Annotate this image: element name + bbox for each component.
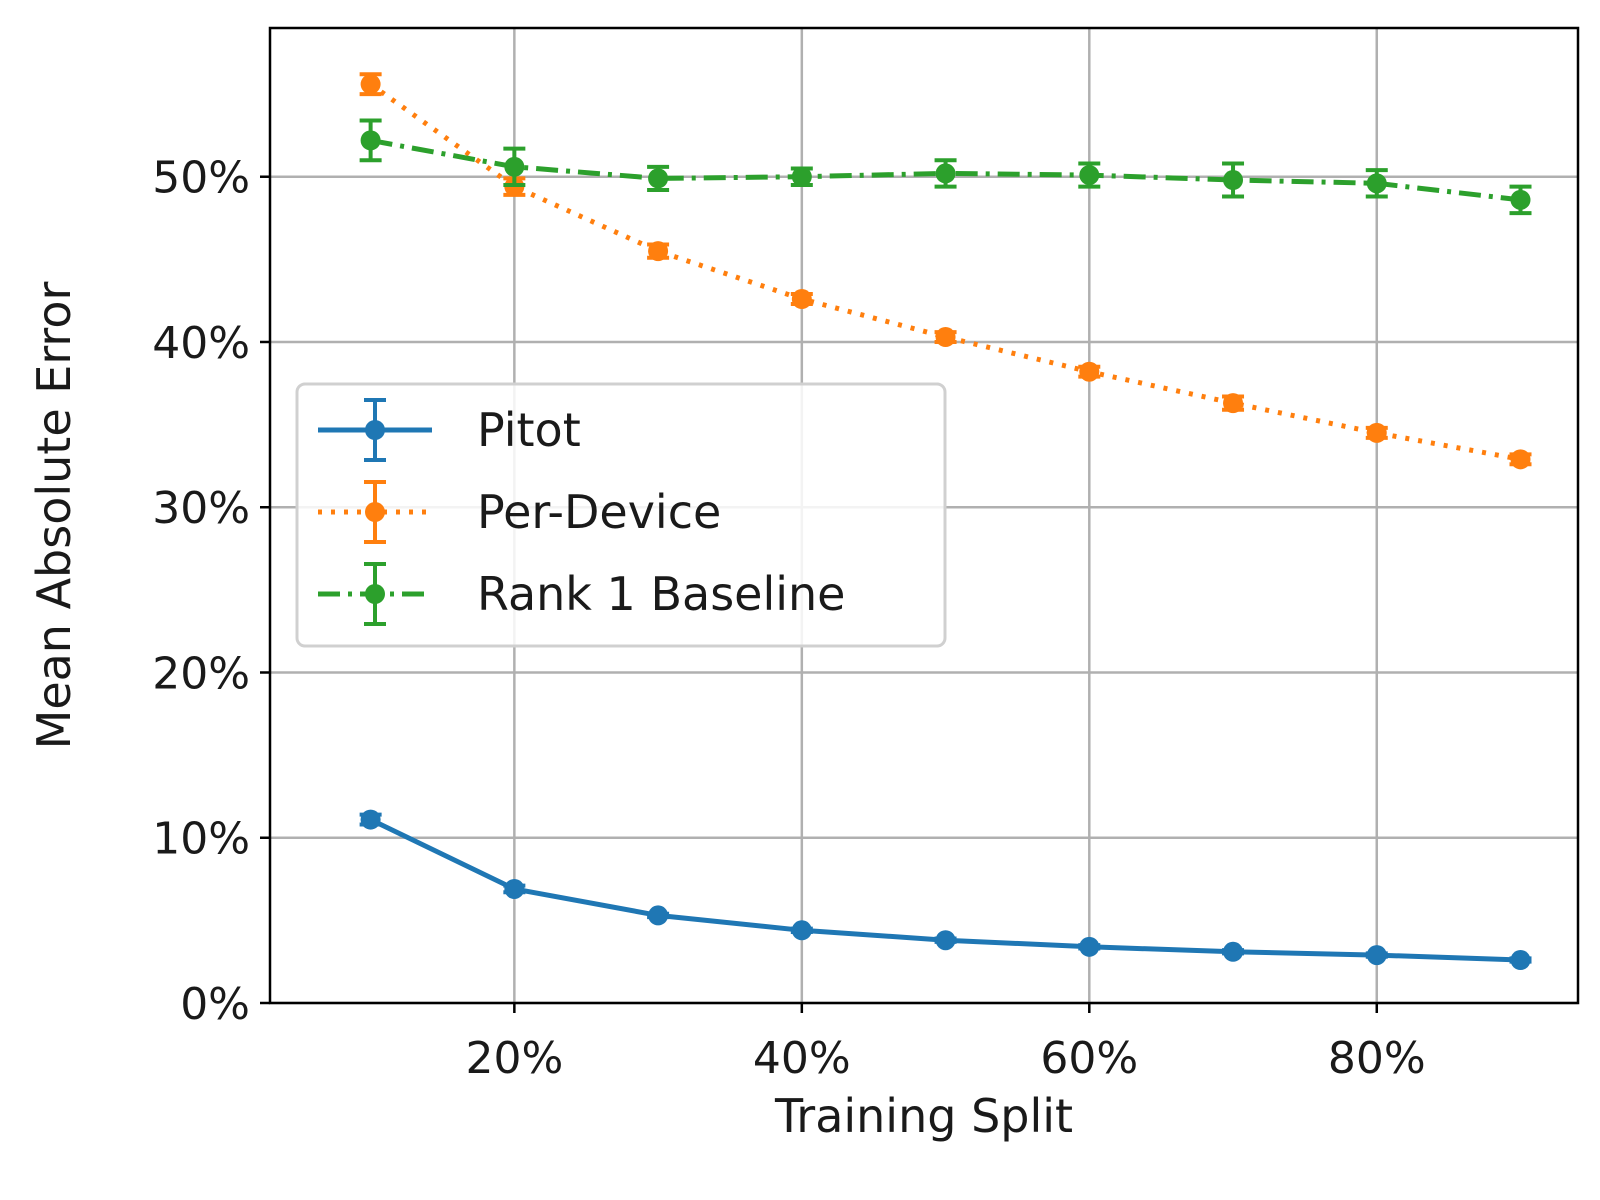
data-point	[504, 878, 525, 899]
series-layer	[359, 72, 1532, 971]
y-axis: 0% 10% 20% 30% 40% 50%	[152, 153, 270, 1030]
data-point	[935, 163, 956, 184]
legend-item: Rank 1 Baseline	[318, 562, 845, 626]
plot-frame	[268, 26, 1580, 1005]
data-point	[360, 809, 381, 830]
legend-marker	[365, 502, 385, 522]
data-point	[1079, 936, 1100, 957]
legend-box	[295, 382, 947, 648]
y-tick-label: 40%	[152, 318, 250, 369]
y-tick-label: 50%	[152, 153, 250, 204]
legend-label: Rank 1 Baseline	[477, 567, 845, 621]
data-point	[360, 74, 381, 95]
data-point	[1223, 941, 1244, 962]
data-point	[791, 289, 812, 310]
series-rank-1-baseline	[359, 118, 1532, 216]
data-point	[935, 930, 956, 951]
data-point	[935, 327, 956, 348]
y-tick-label: 30%	[152, 483, 250, 534]
legend-marker	[365, 420, 385, 440]
series-line	[369, 82, 1521, 462]
series-pitot	[359, 809, 1532, 971]
x-tick-label: 60%	[1040, 1033, 1138, 1084]
data-point	[1510, 950, 1531, 971]
x-axis-title: Training Split	[774, 1089, 1073, 1143]
data-point	[504, 156, 525, 177]
data-point	[1223, 393, 1244, 414]
y-tick-label: 20%	[152, 648, 250, 699]
x-tick-label: 80%	[1328, 1033, 1426, 1084]
data-point	[1510, 189, 1531, 210]
data-point	[1223, 170, 1244, 191]
legend-label: Per-Device	[477, 485, 721, 539]
y-tick-label: 0%	[180, 979, 250, 1030]
legend-label: Pitot	[477, 403, 581, 457]
data-point	[1079, 165, 1100, 186]
x-axis: 20% 40% 60% 80%	[465, 1003, 1426, 1084]
data-point	[791, 920, 812, 941]
legend: Pitot Per-Device Rank 1 Baseline	[295, 382, 947, 648]
data-point	[791, 166, 812, 187]
data-point	[648, 168, 669, 189]
y-tick-label: 10%	[152, 814, 250, 865]
data-point	[1366, 945, 1387, 966]
legend-marker	[365, 584, 385, 604]
data-point	[1079, 361, 1100, 382]
x-tick-label: 20%	[465, 1033, 563, 1084]
data-point	[360, 130, 381, 151]
legend-item: Pitot	[318, 398, 581, 462]
data-point	[1366, 173, 1387, 194]
data-point	[1510, 449, 1531, 470]
data-point	[1366, 422, 1387, 443]
data-point	[648, 905, 669, 926]
data-point	[648, 241, 669, 262]
y-axis-title: Mean Absolute Error	[27, 282, 81, 750]
legend-item: Per-Device	[318, 480, 721, 544]
x-tick-label: 40%	[753, 1033, 851, 1084]
